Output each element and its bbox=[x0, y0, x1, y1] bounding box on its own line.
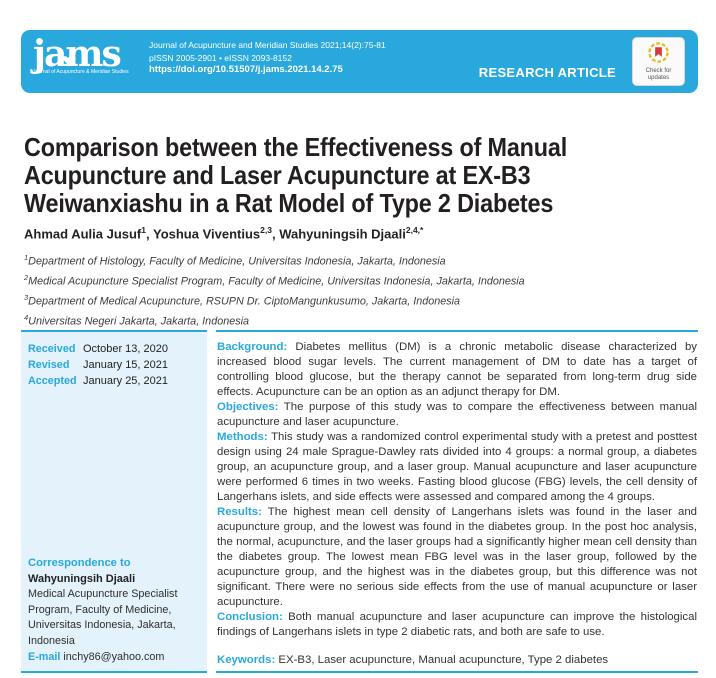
affiliation-list: 1Department of Histology, Faculty of Med… bbox=[24, 250, 525, 330]
abstract-paragraph-conclusion: Conclusion: Both manual acupuncture and … bbox=[217, 611, 697, 638]
keywords-row: Keywords: EX-B3, Laser acupuncture, Manu… bbox=[217, 653, 697, 668]
author-affil-sup: 2,3 bbox=[260, 225, 272, 235]
keywords-text: EX-B3, Laser acupuncture, Manual acupunc… bbox=[275, 654, 609, 666]
correspondence-email-row: E-mail inchy86@yahoo.com bbox=[28, 651, 199, 663]
conclusion-label: Conclusion: bbox=[217, 611, 283, 623]
abstract-paragraph-methods: Methods: This study was a randomized con… bbox=[217, 431, 697, 503]
leaf-icon bbox=[60, 33, 76, 77]
title-line-3: Weiwanxiashu in a Rat Model of Type 2 Di… bbox=[24, 188, 554, 218]
abstract-paragraph-objectives: Objectives: The purpose of this study wa… bbox=[217, 401, 697, 428]
logo-wordmark: jams bbox=[33, 32, 138, 76]
journal-info: Journal of Acupuncture and Meridian Stud… bbox=[149, 39, 386, 77]
author-list: Ahmad Aulia Jusuf1, Yoshua Viventius2,3,… bbox=[24, 225, 423, 241]
title-line-1: Comparison between the Effectiveness of … bbox=[24, 132, 568, 162]
author-name: , Wahyuningsih Djaali bbox=[271, 226, 406, 242]
revised-label: Revised bbox=[28, 359, 70, 371]
email-label: E-mail bbox=[28, 651, 61, 663]
article-type-label: RESEARCH ARTICLE bbox=[478, 65, 616, 80]
title-line-2: Acupuncture and Laser Acupuncture at EX-… bbox=[24, 160, 531, 190]
correspondence-block: Correspondence to Wahyuningsih Djaali Me… bbox=[28, 557, 199, 664]
accepted-date-row: Accepted January 25, 2021 bbox=[28, 373, 199, 389]
doi-link[interactable]: https://doi.org/10.51507/j.jams.2021.14.… bbox=[149, 64, 343, 75]
crossmark-icon bbox=[648, 42, 669, 68]
abstract-text: Background: Diabetes mellitus (DM) is a … bbox=[216, 330, 698, 673]
received-label: Received bbox=[28, 343, 76, 355]
author-affil-sup: 1 bbox=[141, 225, 146, 235]
background-label: Background: bbox=[217, 341, 288, 353]
accepted-label: Accepted bbox=[28, 375, 77, 387]
revised-value: January 15, 2021 bbox=[83, 359, 169, 371]
journal-header-bar: jams Journal of Acupuncture & Meridian S… bbox=[21, 30, 698, 93]
history-dates: Received October 13, 2020 Revised January … bbox=[28, 341, 199, 389]
methods-label: Methods: bbox=[217, 431, 268, 443]
accepted-value: January 25, 2021 bbox=[83, 375, 169, 387]
affiliation-item: 2Medical Acupuncture Specialist Program,… bbox=[24, 273, 525, 288]
article-meta-sidebar: Received October 13, 2020 Revised January … bbox=[21, 330, 207, 673]
author-name: , Yoshua Viventius bbox=[146, 226, 261, 242]
affiliation-item: 4Universitas Negeri Jakarta, Jakarta, In… bbox=[24, 313, 250, 328]
abstract-paragraph-results: Results: The highest mean cell density o… bbox=[217, 506, 697, 608]
affiliation-item: 3Department of Medical Acupuncture, RSUP… bbox=[24, 293, 461, 308]
check-badge-label: Check for updates bbox=[645, 68, 672, 81]
page-title: Comparison between the Effectiveness of … bbox=[24, 133, 627, 217]
logo-text: jams bbox=[33, 33, 122, 75]
logo-tagline: Journal of Acupuncture & Meridian Studie… bbox=[33, 69, 129, 75]
objectives-label: Objectives: bbox=[217, 401, 279, 413]
author-affil-sup: 2,4,* bbox=[405, 225, 424, 235]
correspondence-address: Medical Acupuncture Specialist Program, … bbox=[28, 588, 178, 647]
received-value: October 13, 2020 bbox=[83, 343, 169, 355]
keywords-label: Keywords: bbox=[217, 654, 276, 666]
revised-date-row: Revised January 15, 2021 bbox=[28, 357, 199, 373]
results-label: Results: bbox=[217, 506, 262, 518]
affiliation-item: 1Department of Histology, Faculty of Med… bbox=[24, 253, 446, 268]
journal-citation: Journal of Acupuncture and Meridian Stud… bbox=[149, 40, 386, 50]
abstract-block: Received October 13, 2020 Revised January … bbox=[21, 330, 698, 673]
correspondence-name: Wahyuningsih Djaali bbox=[28, 572, 136, 585]
email-address[interactable]: inchy86@yahoo.com bbox=[63, 651, 165, 663]
author-name: Ahmad Aulia Jusuf bbox=[24, 226, 142, 242]
received-date-row: Received October 13, 2020 bbox=[28, 341, 199, 357]
journal-issn: pISSN 2005-2901 • eISSN 2093-8152 bbox=[149, 52, 292, 63]
abstract-paragraph-background: Background: Diabetes mellitus (DM) is a … bbox=[217, 341, 697, 398]
journal-logo: jams Journal of Acupuncture & Meridian S… bbox=[33, 32, 138, 75]
correspondence-heading: Correspondence to bbox=[28, 556, 131, 569]
check-for-updates-badge[interactable]: Check for updates bbox=[632, 37, 685, 86]
